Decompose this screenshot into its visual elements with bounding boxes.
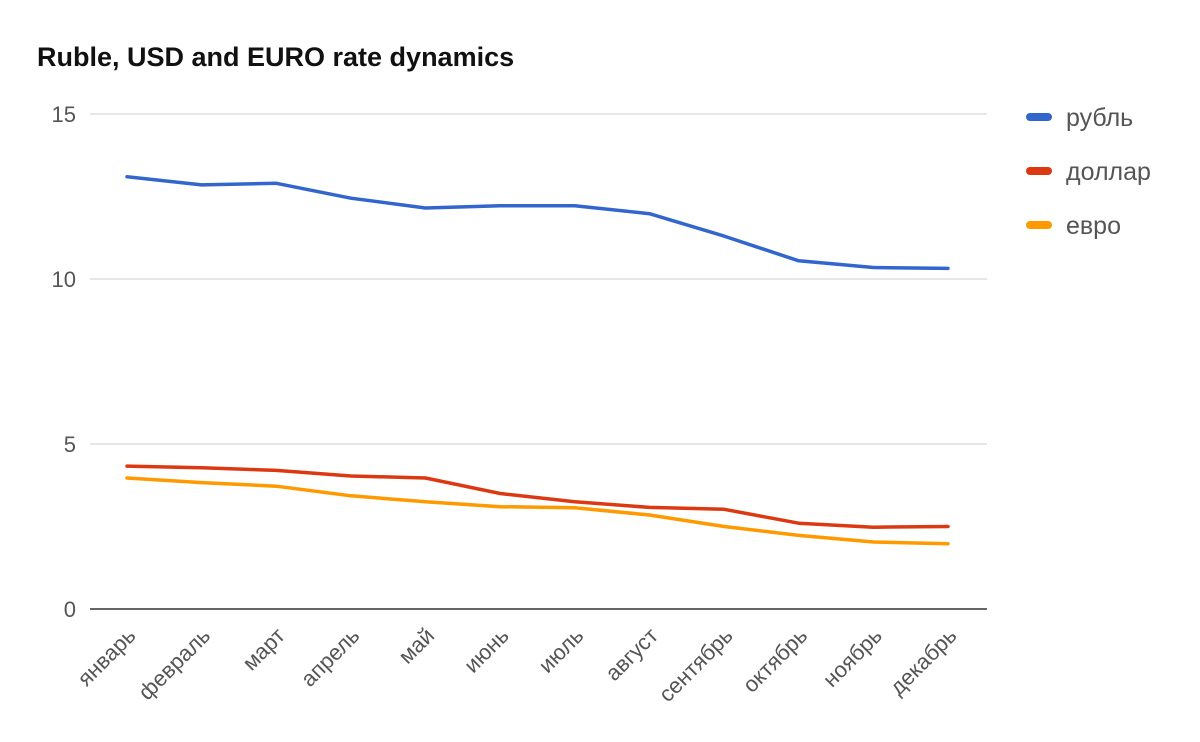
gridlines bbox=[90, 113, 987, 610]
x-tick-label: март bbox=[237, 623, 289, 675]
x-tick-label: май bbox=[393, 623, 439, 669]
series-line-2 bbox=[125, 464, 950, 529]
chart-title: Ruble, USD and EURO rate dynamics bbox=[37, 42, 514, 72]
series-line-1 bbox=[125, 174, 950, 271]
legend-label: доллар bbox=[1066, 158, 1151, 186]
x-tick-label: апрель bbox=[296, 623, 365, 692]
x-tick-label: январь bbox=[72, 623, 140, 691]
x-tick-label: июнь bbox=[459, 623, 514, 678]
y-tick-label: 0 bbox=[64, 597, 76, 622]
y-tick-label: 5 bbox=[64, 432, 76, 457]
x-tick-label: ноябрь bbox=[818, 623, 887, 692]
x-tick-label: сентябрь bbox=[654, 623, 738, 707]
series-lines bbox=[125, 174, 950, 546]
series-line-3 bbox=[125, 476, 950, 546]
x-tick-label: декабрь bbox=[885, 623, 962, 700]
legend-label: рубль bbox=[1066, 104, 1133, 132]
x-tick-label: октябрь bbox=[738, 623, 813, 698]
y-axis-ticks: 0 5 10 15 bbox=[52, 102, 76, 622]
y-tick-label: 10 bbox=[52, 267, 76, 292]
legend: рубль доллар евро bbox=[1026, 104, 1151, 240]
legend-label: евро bbox=[1066, 212, 1121, 240]
y-tick-label: 15 bbox=[52, 102, 76, 127]
x-tick-label: август bbox=[600, 623, 663, 686]
x-tick-label: июль bbox=[533, 623, 588, 678]
x-tick-label: февраль bbox=[133, 623, 215, 705]
